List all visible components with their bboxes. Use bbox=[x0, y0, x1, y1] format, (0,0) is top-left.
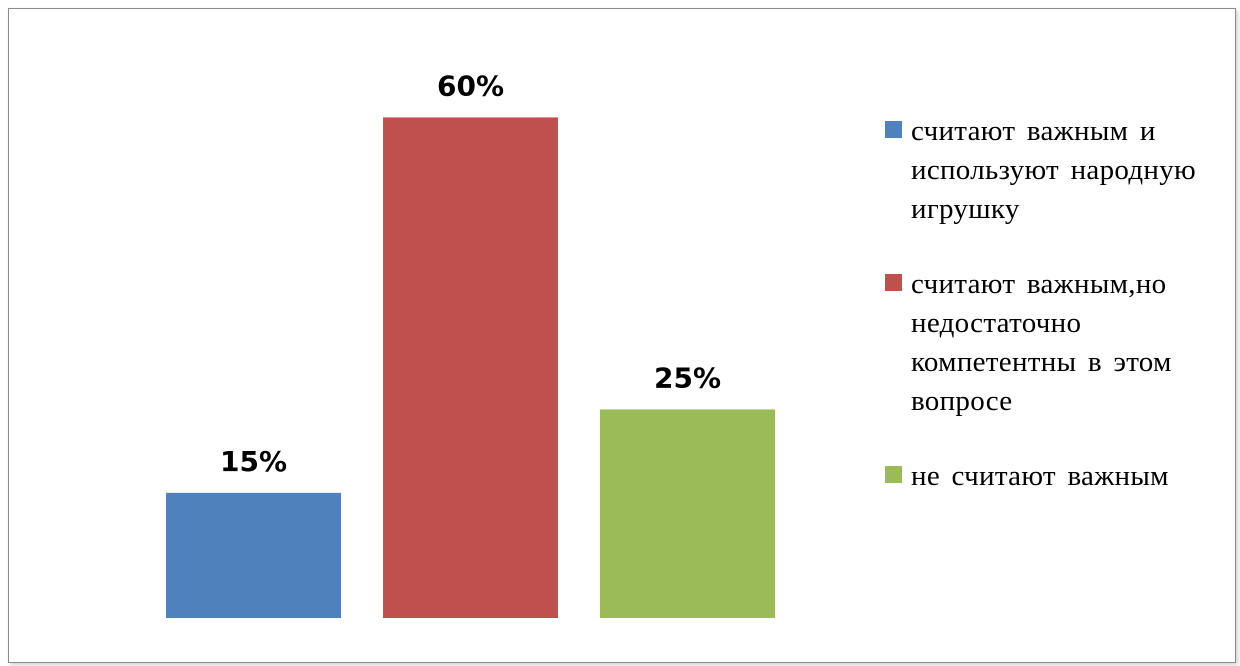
data-label-2: 60% bbox=[437, 69, 504, 102]
chart-legend: считают важным и используют народную игр… bbox=[885, 112, 1225, 532]
legend-swatch-1 bbox=[885, 121, 902, 138]
legend-item-1: считают важным и используют народную игр… bbox=[885, 112, 1225, 229]
legend-item-2: считают важным,но недостаточно компетент… bbox=[885, 265, 1225, 421]
legend-swatch-2 bbox=[885, 274, 902, 291]
legend-label-2: считают важным,но недостаточно компетент… bbox=[911, 268, 1172, 417]
bar-1 bbox=[166, 492, 341, 618]
bar-3 bbox=[600, 409, 775, 618]
bar-2 bbox=[383, 117, 558, 618]
legend-label-1: считают важным и используют народную игр… bbox=[911, 115, 1196, 225]
data-label-3: 25% bbox=[654, 361, 721, 394]
data-label-1: 15% bbox=[220, 445, 287, 478]
legend-label-3: не считают важным bbox=[911, 460, 1169, 492]
legend-swatch-3 bbox=[885, 466, 902, 483]
legend-item-3: не считают важным bbox=[885, 457, 1225, 496]
